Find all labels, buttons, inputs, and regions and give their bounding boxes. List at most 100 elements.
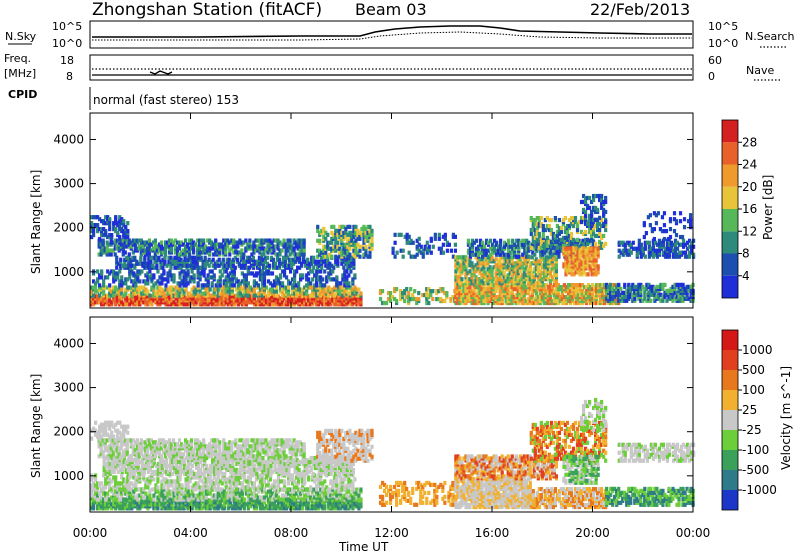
power-cell <box>221 265 225 270</box>
power-cell <box>286 238 290 243</box>
power-cell <box>588 285 593 290</box>
power-cell <box>192 285 196 290</box>
power-cell <box>106 285 110 290</box>
power-cell <box>435 296 439 302</box>
power-cell <box>528 298 532 304</box>
power-cell <box>120 296 124 301</box>
power-cell <box>332 244 336 249</box>
power-cell <box>159 244 164 249</box>
power-cell <box>464 298 468 304</box>
power-cell <box>594 217 598 222</box>
power-cell <box>429 289 433 294</box>
power-cell <box>678 211 683 216</box>
power-cell <box>534 273 538 278</box>
power-cell <box>484 248 489 253</box>
power-cell <box>539 215 543 221</box>
power-cell <box>278 302 283 307</box>
power-cell <box>576 287 581 292</box>
power-cell <box>671 254 676 259</box>
velocity-cell <box>96 504 100 509</box>
power-cell <box>270 302 275 307</box>
power-cell <box>544 255 548 260</box>
power-cell <box>289 261 294 266</box>
power-cell <box>192 294 196 299</box>
power-cell <box>177 255 181 260</box>
power-cell <box>520 289 524 294</box>
power-cell <box>150 273 154 278</box>
power-cell <box>247 255 251 260</box>
power-cell <box>415 252 419 257</box>
power-cell <box>193 265 197 270</box>
power-cell <box>104 229 108 234</box>
power-cell <box>215 259 219 264</box>
velocity-cell <box>160 502 164 507</box>
power-cell <box>587 195 592 201</box>
power-cell <box>282 302 287 307</box>
power-cell <box>102 219 106 224</box>
power-cell <box>543 227 547 233</box>
power-cell <box>563 215 568 221</box>
power-cell <box>349 269 353 274</box>
power-cell <box>472 265 476 270</box>
power-cell <box>94 223 98 228</box>
power-cell <box>256 285 261 290</box>
power-cell <box>619 250 623 255</box>
power-cell <box>411 240 415 245</box>
power-cell <box>305 283 309 288</box>
power-cell <box>480 273 484 278</box>
power-cell <box>496 281 500 286</box>
power-cell <box>154 291 158 296</box>
power-cell <box>582 290 587 296</box>
power-cell <box>665 292 669 297</box>
power-cell <box>170 285 174 290</box>
power-cell <box>598 215 602 220</box>
power-cell <box>521 242 525 247</box>
power-cell <box>621 290 625 295</box>
power-cell <box>520 300 524 306</box>
power-cell <box>196 252 200 257</box>
power-cell <box>248 285 252 290</box>
power-cell <box>577 219 582 225</box>
power-colorbar-swatch <box>722 253 738 276</box>
power-cell <box>220 291 224 296</box>
power-cell <box>518 269 522 274</box>
power-cell <box>210 293 214 298</box>
power-cell <box>212 242 216 247</box>
power-cell <box>342 259 346 264</box>
power-cell <box>331 277 335 282</box>
power-cell <box>318 238 322 243</box>
nsearch-label: N.Search <box>745 30 795 43</box>
power-cell <box>564 246 568 251</box>
power-cell <box>189 255 193 260</box>
power-cell <box>104 285 108 290</box>
power-cell <box>125 263 129 268</box>
power-cell <box>508 259 512 264</box>
power-cell <box>589 217 594 222</box>
power-cell <box>147 242 151 247</box>
power-cell <box>188 275 192 280</box>
power-cell <box>689 240 694 245</box>
power-cell <box>334 240 338 245</box>
power-cell <box>585 203 590 209</box>
power-cell <box>546 285 550 290</box>
power-cell <box>607 300 611 306</box>
power-cell <box>215 263 219 268</box>
power-cell <box>334 234 338 239</box>
power-cell <box>523 238 527 243</box>
power-cell <box>122 302 126 307</box>
power-cell <box>112 279 116 284</box>
power-cell <box>291 277 295 282</box>
power-cell <box>210 246 214 251</box>
power-cell <box>659 298 663 303</box>
power-cell <box>588 256 592 261</box>
power-cell <box>314 259 318 264</box>
power-cell <box>533 252 537 257</box>
power-cell <box>594 252 598 257</box>
power-cell <box>552 289 557 294</box>
power-cell <box>164 277 168 282</box>
power-cell <box>156 285 160 290</box>
power-cell <box>528 281 532 286</box>
power-cell <box>665 242 670 247</box>
power-cell <box>307 294 311 299</box>
power-cell <box>166 294 170 299</box>
